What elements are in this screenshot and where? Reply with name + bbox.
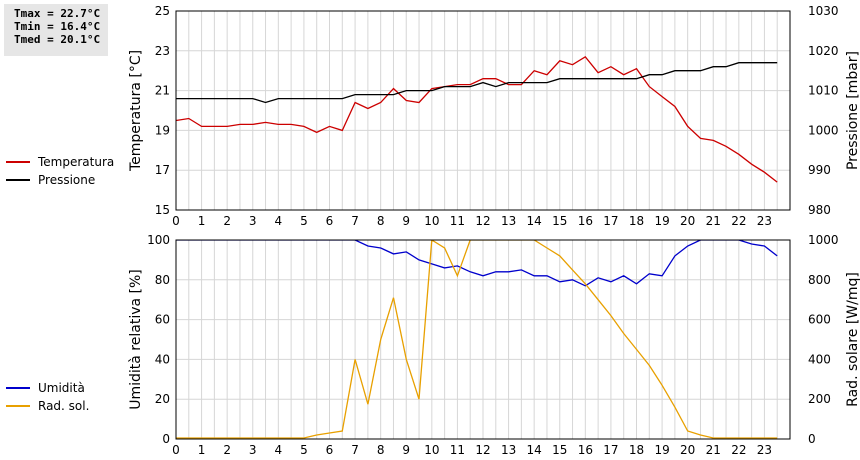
temp-x-tick-label: 16 [578,214,593,228]
legend-label-umidita: Umidità [38,381,85,395]
temp-x-tick-label: 4 [275,214,283,228]
hum-y-tick-label: 80 [155,273,170,287]
hum-x-tick-label: 7 [351,443,359,457]
legend-label-temperatura: Temperatura [37,155,114,169]
hum-x-tick-label: 10 [424,443,439,457]
tmin-label: Tmin = 16.4°C [14,20,101,33]
temp-x-tick-label: 19 [654,214,669,228]
temp-plot-frame [175,10,791,211]
temp-x-tick-label: 1 [198,214,206,228]
temp-y-tick-label: 15 [155,203,170,217]
hum-y2-tick-label: 0 [808,432,816,446]
hum-x-tick-label: 3 [249,443,257,457]
hum-x-tick-label: 21 [706,443,721,457]
tmed-label: Tmed = 20.1°C [14,33,101,46]
series-line-umidita [176,240,778,287]
temp-x-tick-label: 9 [402,214,410,228]
temp-x-tick-label: 8 [377,214,385,228]
hum-x-tick-label: 16 [578,443,593,457]
hum-y2-tick-label: 600 [808,313,831,327]
temp-x-tick-label: 13 [501,214,516,228]
temp-y2-tick-label: 1010 [808,84,839,98]
temp-x-tick-label: 0 [172,214,180,228]
temp-x-tick-label: 14 [527,214,542,228]
temp-x-tick-label: 23 [757,214,772,228]
tmax-label: Tmax = 22.7°C [14,7,101,20]
hum-x-tick-label: 17 [603,443,618,457]
temp-x-tick-label: 12 [475,214,490,228]
stats-box: Tmax = 22.7°C Tmin = 16.4°C Tmed = 20.1°… [4,4,108,56]
hum-y2-tick-label: 800 [808,273,831,287]
temp-y-tick-label: 23 [155,44,170,58]
temp-x-tick-label: 18 [629,214,644,228]
hum-x-tick-label: 5 [300,443,308,457]
hum-x-tick-label: 4 [275,443,283,457]
hum-y-tick-label: 0 [162,432,170,446]
temp-y2-tick-label: 1030 [808,4,839,18]
hum-x-tick-label: 22 [731,443,746,457]
series-line-temperatura [176,55,778,183]
hum-y2-tick-label: 200 [808,392,831,406]
hum-x-tick-label: 1 [198,443,206,457]
temp-x-tick-label: 17 [603,214,618,228]
hum-x-tick-label: 11 [450,443,465,457]
temp-y-tick-label: 21 [155,84,170,98]
temp-y2-tick-label: 990 [808,163,831,177]
legend-label-pressione: Pressione [38,173,95,187]
hum-x-tick-label: 19 [654,443,669,457]
hum-x-tick-label: 0 [172,443,180,457]
humidity-radiation-chart: 0 1 2 3 4 5 6 7 8 9 10 11 12 13 14 15 16 17 18 19 20 21 22 2302… [6,233,860,457]
temp-x-tick-label: 22 [731,214,746,228]
temp-x-tick-label: 2 [223,214,231,228]
temp-y-tick-label: 19 [155,123,170,137]
temp-y2-tick-label: 1000 [808,123,839,137]
temp-y-tick-label: 17 [155,163,170,177]
hum-x-tick-label: 18 [629,443,644,457]
temp-x-tick-label: 6 [326,214,334,228]
hum-x-tick-label: 8 [377,443,385,457]
hum-y-tick-label: 40 [155,352,170,366]
hum-y-tick-label: 60 [155,313,170,327]
series-line-rad-sol [176,240,778,439]
hum-y2-tick-label: 1000 [808,233,839,247]
temp-x-tick-label: 3 [249,214,257,228]
temp-x-tick-label: 20 [680,214,695,228]
temp-x-tick-label: 15 [552,214,567,228]
hum-x-tick-label: 9 [402,443,410,457]
hum-y-axis-title: Umidità relativa [%] [128,269,144,410]
temp-x-tick-label: 5 [300,214,308,228]
hum-x-tick-label: 13 [501,443,516,457]
temp-y2-tick-label: 1020 [808,44,839,58]
hum-plot-frame [175,239,791,440]
hum-x-tick-label: 14 [527,443,542,457]
hum-x-tick-label: 12 [475,443,490,457]
temp-x-tick-label: 21 [706,214,721,228]
hum-x-tick-label: 2 [223,443,231,457]
hum-x-tick-label: 23 [757,443,772,457]
temp-y2-axis-title: Pressione [mbar] [845,51,860,170]
hum-x-tick-label: 6 [326,443,334,457]
series-line-pressione [176,62,778,104]
hum-y-tick-label: 100 [147,233,170,247]
hum-y-tick-label: 20 [155,392,170,406]
temp-y-axis-title: Temperatura [°C] [128,50,144,172]
hum-y2-axis-title: Rad. solare [W/mq] [845,272,860,407]
temp-y2-tick-label: 980 [808,203,831,217]
temp-x-tick-label: 10 [424,214,439,228]
temp-y-tick-label: 25 [155,4,170,18]
hum-x-tick-label: 15 [552,443,567,457]
temp-x-tick-label: 7 [351,214,359,228]
legend-label-rad-sol: Rad. sol. [38,399,89,413]
hum-x-tick-label: 20 [680,443,695,457]
temp-x-tick-label: 11 [450,214,465,228]
temperature-pressure-chart: 0 1 2 3 4 5 6 7 8 9 10 11 12 13 14 15 16 17 18 19 20 21 22 2315… [6,4,860,228]
hum-y2-tick-label: 400 [808,352,831,366]
